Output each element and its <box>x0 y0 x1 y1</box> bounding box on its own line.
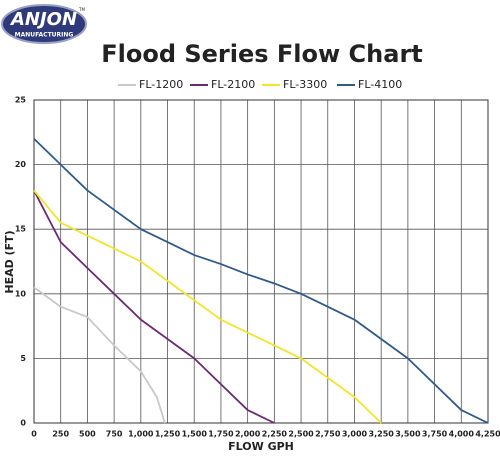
x-axis-title: FLOW GPH <box>228 440 294 453</box>
legend-label: FL-3300 <box>283 78 327 91</box>
series-line <box>33 286 166 424</box>
logo-badge <box>1 4 87 44</box>
x-tick-label: 3,500 <box>395 430 421 439</box>
x-tick-label: 250 <box>52 430 69 439</box>
legend: FL-1200 FL-2100 FL-3300 FL-4100 <box>118 78 402 91</box>
logo: ANJON MANUFACTURING TM <box>1 4 87 44</box>
y-tick-label: 20 <box>15 160 27 169</box>
legend-label: FL-2100 <box>211 78 255 91</box>
series-line <box>33 190 275 424</box>
y-tick-label: 10 <box>15 289 27 298</box>
x-tick-label: 3,250 <box>369 430 395 439</box>
x-tick-label: 1,000 <box>128 430 154 439</box>
x-tick-label: 3,750 <box>422 430 448 439</box>
x-tick-label: 4,250 <box>475 430 500 439</box>
logo-name: ANJON <box>9 9 77 30</box>
y-tick-label: 15 <box>15 225 27 234</box>
x-tick-label: 2,000 <box>235 430 261 439</box>
x-tick-label: 2,750 <box>315 430 341 439</box>
logo-subtitle: MANUFACTURING <box>15 32 74 39</box>
y-tick-label: 25 <box>15 96 27 105</box>
plot-frame <box>33 99 489 424</box>
x-tick-label: 4,000 <box>449 430 475 439</box>
x-tick-label: 1,750 <box>208 430 234 439</box>
x-tick-label: 3,000 <box>342 430 368 439</box>
legend-label: FL-1200 <box>139 78 183 91</box>
x-tick-label: 500 <box>79 430 96 439</box>
series-line <box>33 138 489 424</box>
legend-label: FL-4100 <box>358 78 402 91</box>
series-line <box>33 189 382 424</box>
x-tick-label: 2,250 <box>262 430 288 439</box>
x-tick-label: 750 <box>106 430 123 439</box>
y-tick-label: 5 <box>20 354 26 363</box>
y-axis-title: HEAD (FT) <box>3 230 16 293</box>
x-tick-label: 1,500 <box>182 430 208 439</box>
chart-title: Flood Series Flow Chart <box>101 40 423 68</box>
x-tick-label: 2,500 <box>288 430 314 439</box>
x-tick-label: 0 <box>31 430 37 439</box>
logo-mark: TM <box>78 7 85 12</box>
y-tick-label: 0 <box>20 419 26 428</box>
x-tick-label: 1,250 <box>155 430 181 439</box>
